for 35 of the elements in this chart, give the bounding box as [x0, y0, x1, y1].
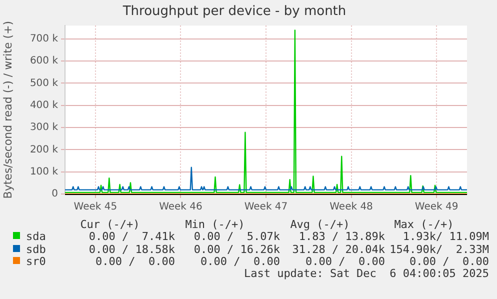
y-tick-label: 200 k — [30, 144, 58, 156]
text: Max (-/+) — [393, 218, 455, 231]
text: Avg (-/+) — [289, 218, 351, 231]
y-tick-label: 300 k — [30, 122, 58, 134]
text: 1.83 / 13.89k — [298, 230, 385, 244]
text: 154.90k/ 2.33M — [390, 242, 489, 256]
text: 0.00 / 5.07k — [194, 230, 280, 244]
x-tick-label: Week 49 — [414, 202, 458, 213]
legend-label: sr0 — [26, 254, 46, 268]
y-tick-label: 700 k — [30, 33, 58, 44]
x-tick-label: Week 46 — [159, 202, 202, 213]
y-tick-label: 0 — [52, 188, 58, 200]
text: 0.00 / 7.41k — [88, 230, 175, 244]
text: 1.93k/ 11.09M — [402, 230, 489, 244]
y-tick-label: 500 k — [30, 78, 58, 89]
text: 31.28 / 20.04k — [292, 242, 385, 256]
text: Cur (-/+) — [79, 218, 141, 231]
x-tick-label: Week 47 — [244, 202, 288, 213]
y-tick-label: 600 k — [30, 56, 58, 67]
text: 0.00 / 0.00 — [200, 254, 280, 268]
x-tick-label: Week 48 — [330, 202, 373, 213]
legend-label: sda — [26, 230, 46, 244]
y-tick-label: 100 k — [30, 166, 58, 178]
text: Min (-/+) — [184, 218, 246, 231]
y-tick-label: 400 k — [30, 100, 58, 111]
chart-title: Throughput per device - by month — [122, 4, 346, 20]
text: 0.00 / 0.00 — [96, 254, 175, 268]
text: Last update: Sat Dec 6 04:00:05 2025 — [244, 267, 489, 280]
text: 0.00 / 16.26k — [194, 242, 280, 256]
y-axis-title: Bytes/second read (-) / write (+) — [1, 20, 14, 199]
x-tick-label: Week 45 — [74, 202, 118, 213]
text: 0.00 / 0.00 — [306, 254, 385, 268]
legend-label: sdb — [26, 242, 46, 256]
text: 0.00 / 18.58k — [88, 242, 175, 256]
text: 0.00 / 0.00 — [410, 254, 489, 268]
